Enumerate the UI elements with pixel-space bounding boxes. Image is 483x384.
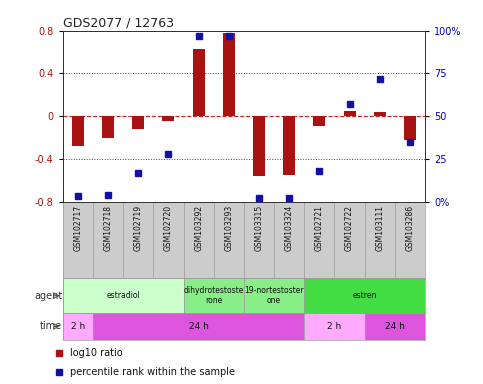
Text: GSM102722: GSM102722 [345, 205, 354, 251]
Text: GSM103286: GSM103286 [405, 205, 414, 251]
Text: 24 h: 24 h [385, 322, 405, 331]
Text: GSM103111: GSM103111 [375, 205, 384, 251]
Bar [343, 111, 355, 116]
Bar [283, 116, 295, 175]
Bar [304, 313, 365, 340]
Text: GDS2077 / 12763: GDS2077 / 12763 [63, 17, 174, 30]
Bar [132, 116, 144, 129]
Bar [253, 116, 265, 176]
Bar [374, 112, 386, 116]
Text: 2 h: 2 h [327, 322, 341, 331]
Bar [365, 313, 425, 340]
Text: 24 h: 24 h [189, 322, 209, 331]
Text: GSM102721: GSM102721 [315, 205, 324, 251]
Text: time: time [40, 321, 62, 331]
Bar [404, 116, 416, 140]
Bar [93, 313, 304, 340]
Text: GSM103293: GSM103293 [224, 205, 233, 251]
Text: 19-nortestoster
one: 19-nortestoster one [244, 286, 304, 305]
Text: estren: estren [353, 291, 377, 300]
Bar [72, 116, 84, 146]
Text: agent: agent [34, 291, 62, 301]
Bar [223, 33, 235, 116]
Bar [162, 116, 174, 121]
Text: GSM103324: GSM103324 [284, 205, 294, 251]
Bar [102, 116, 114, 137]
Text: log10 ratio: log10 ratio [70, 348, 123, 358]
Bar [184, 278, 244, 313]
Bar [63, 313, 93, 340]
Text: GSM102718: GSM102718 [103, 205, 113, 251]
Text: GSM102720: GSM102720 [164, 205, 173, 251]
Bar [304, 278, 425, 313]
Text: GSM103292: GSM103292 [194, 205, 203, 251]
Text: estradiol: estradiol [106, 291, 140, 300]
Text: GSM102719: GSM102719 [134, 205, 143, 251]
Bar [63, 278, 184, 313]
Text: dihydrotestoste
rone: dihydrotestoste rone [184, 286, 244, 305]
Bar [244, 278, 304, 313]
Text: 2 h: 2 h [71, 322, 85, 331]
Bar [193, 49, 205, 116]
Bar [313, 116, 326, 126]
Text: percentile rank within the sample: percentile rank within the sample [70, 367, 235, 377]
Text: GSM102717: GSM102717 [73, 205, 83, 251]
Text: GSM103315: GSM103315 [255, 205, 264, 251]
